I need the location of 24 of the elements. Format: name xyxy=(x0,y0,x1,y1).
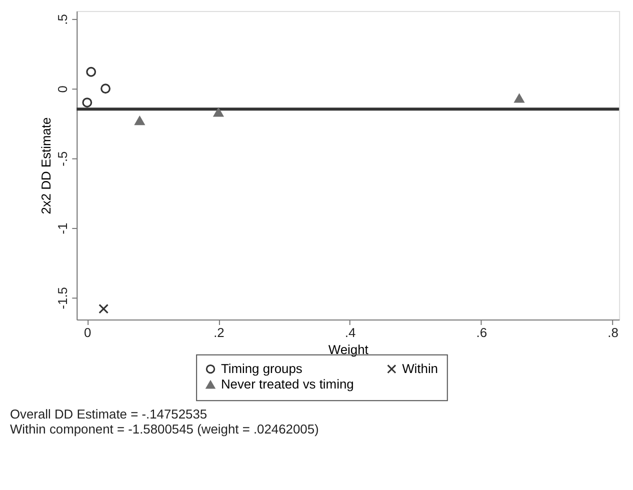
legend-label: Within xyxy=(402,361,438,376)
legend-label: Never treated vs timing xyxy=(220,376,354,392)
y-tick-label: -1 xyxy=(55,222,70,234)
point xyxy=(514,94,524,103)
point xyxy=(82,98,92,108)
text: Overall DD Estimate = -.14752535 xyxy=(10,406,208,422)
y-axis-title: 2x2 DD Estimate xyxy=(38,117,54,214)
point xyxy=(98,304,109,314)
x-tick-label: .6 xyxy=(476,324,488,340)
x-tick-label: .4 xyxy=(344,324,356,340)
y-tick-label: .5 xyxy=(55,14,70,25)
x-tick-label: 0 xyxy=(84,324,92,340)
x-axis-title: Weight xyxy=(328,342,369,357)
y-tick-label: 0 xyxy=(55,86,70,93)
y-tick-label: -.5 xyxy=(55,151,70,166)
point xyxy=(86,66,96,77)
point xyxy=(214,108,224,117)
x-tick-label: .8 xyxy=(608,324,618,340)
point xyxy=(134,116,145,126)
legend-label: Timing groups xyxy=(220,361,302,376)
x-tick-label: .2 xyxy=(214,324,224,340)
y-tick-label: -1.5 xyxy=(55,287,70,310)
point xyxy=(100,84,110,94)
text: Within component = -1.5800545 (weight = .02462005) xyxy=(10,421,319,436)
